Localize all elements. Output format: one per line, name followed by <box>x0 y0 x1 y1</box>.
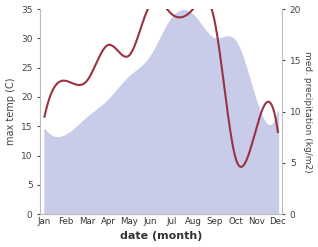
Y-axis label: max temp (C): max temp (C) <box>5 78 16 145</box>
Y-axis label: med. precipitation (kg/m2): med. precipitation (kg/m2) <box>303 51 313 172</box>
X-axis label: date (month): date (month) <box>120 231 203 242</box>
